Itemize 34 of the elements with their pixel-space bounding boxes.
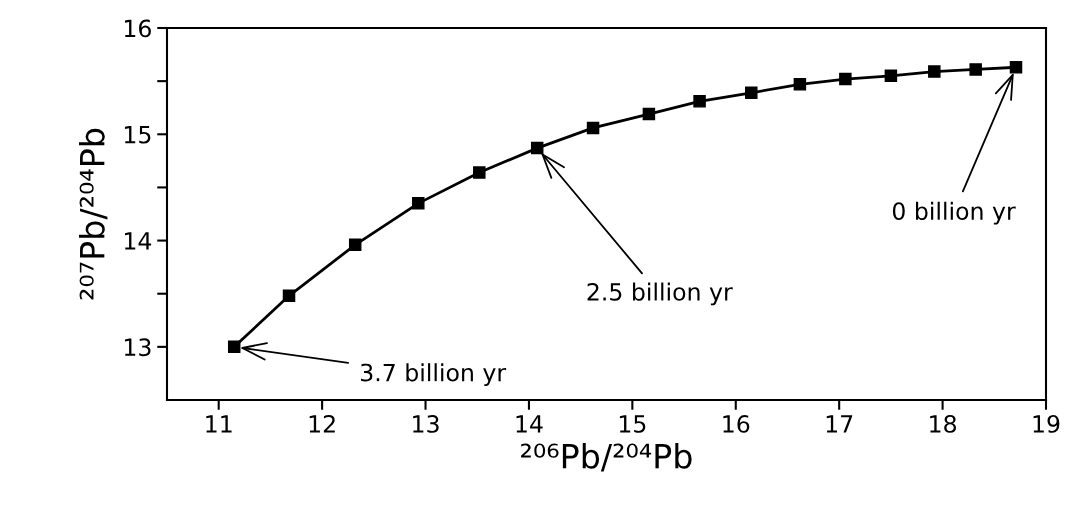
- x-tick-label: 19: [1033, 415, 1060, 433]
- x-tick-label: 11: [206, 415, 232, 433]
- point: [530, 141, 544, 155]
- point: [227, 340, 241, 354]
- x-axis-title: ²⁰⁶Pb/²⁰⁴Pb: [521, 442, 692, 472]
- point: [969, 63, 982, 76]
- point: [693, 95, 706, 108]
- x-tick-label: 12: [309, 415, 335, 433]
- x-tick-label: 17: [826, 415, 853, 433]
- annotation: 0 billion yr: [892, 201, 1016, 225]
- point: [586, 121, 600, 135]
- x-tick-label: 14: [516, 415, 543, 433]
- y-tick-label: 15: [124, 126, 151, 144]
- annotation: 3.7 billion yr: [361, 363, 507, 387]
- annotation: 2.5 billion yr: [587, 282, 733, 306]
- x-tick-label: 16: [723, 415, 750, 433]
- point: [642, 107, 656, 121]
- x-tick-label: 13: [413, 415, 439, 433]
- point: [884, 69, 898, 83]
- point: [348, 238, 362, 252]
- y-tick-label: 16: [124, 19, 151, 38]
- x-tick-label: 18: [930, 415, 956, 433]
- point: [282, 289, 296, 303]
- point: [793, 78, 807, 91]
- point: [928, 65, 941, 78]
- y-tick-label: 14: [124, 232, 152, 250]
- point: [473, 166, 486, 179]
- point: [1009, 61, 1023, 74]
- point: [412, 197, 425, 210]
- point: [745, 86, 758, 100]
- point: [839, 72, 852, 86]
- y-axis-title: ²⁰⁷Pb/²⁰⁴Pb: [79, 128, 108, 300]
- x-tick-label: 15: [619, 415, 646, 433]
- y-tick-label: 13: [124, 338, 151, 357]
